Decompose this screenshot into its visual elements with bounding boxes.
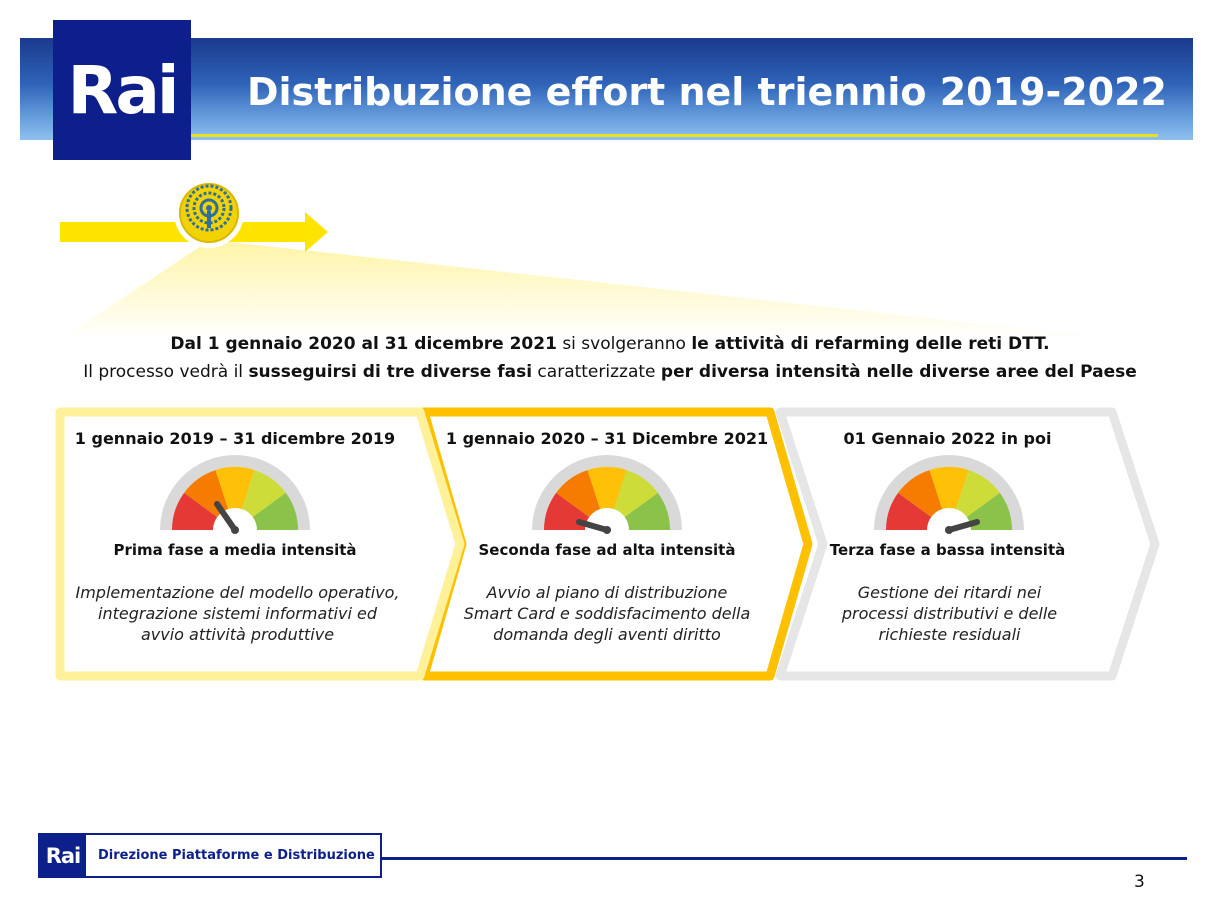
header-rule [58, 134, 1158, 137]
phase-3-subtitle: Terza fase a bassa intensità [829, 541, 1066, 559]
intro-line-2: Il processo vedrà il susseguirsi di tre … [83, 362, 1137, 382]
rai-logo: Rai [53, 20, 191, 160]
page-number: 3 [1134, 872, 1145, 892]
phase-1-subtitle: Prima fase a media intensità [113, 541, 357, 559]
phase-2-description: Avvio al piano di distribuzione Smart Ca… [463, 583, 751, 644]
speedometer-gauge-icon [160, 455, 310, 552]
footer-department-box: Rai Direzione Piattaforme e Distribuzion… [38, 833, 382, 878]
phase-1-description: Implementazione del modello operativo, i… [75, 583, 400, 644]
speedometer-gauge-icon [532, 455, 682, 552]
broadcast-antenna-icon [174, 178, 244, 248]
phase-1-title: 1 gennaio 2019 – 31 dicembre 2019 [74, 429, 396, 448]
phase-3-title: 01 Gennaio 2022 in poi [843, 429, 1052, 448]
footer-department-label: Direzione Piattaforme e Distribuzione [98, 848, 375, 863]
phase-2-subtitle: Seconda fase ad alta intensità [478, 541, 736, 559]
phase-3-chevron [775, 407, 1160, 681]
page-title: Distribuzione effort nel triennio 2019-2… [246, 70, 1167, 114]
intro-text: Dal 1 gennaio 2020 al 31 dicembre 2021 s… [40, 330, 1180, 386]
phase-2-title: 1 gennaio 2020 – 31 Dicembre 2021 [445, 429, 769, 448]
phase-3-description: Gestione dei ritardi nei processi distri… [841, 583, 1058, 644]
footer-rule [382, 857, 1187, 860]
speedometer-gauge-icon [874, 455, 1024, 552]
spotlight-beam [60, 240, 1130, 340]
phase-1-chevron [55, 407, 465, 681]
footer-rai-logo: Rai [40, 835, 86, 876]
header-band [20, 38, 1193, 140]
intro-line-1: Dal 1 gennaio 2020 al 31 dicembre 2021 s… [170, 334, 1050, 354]
